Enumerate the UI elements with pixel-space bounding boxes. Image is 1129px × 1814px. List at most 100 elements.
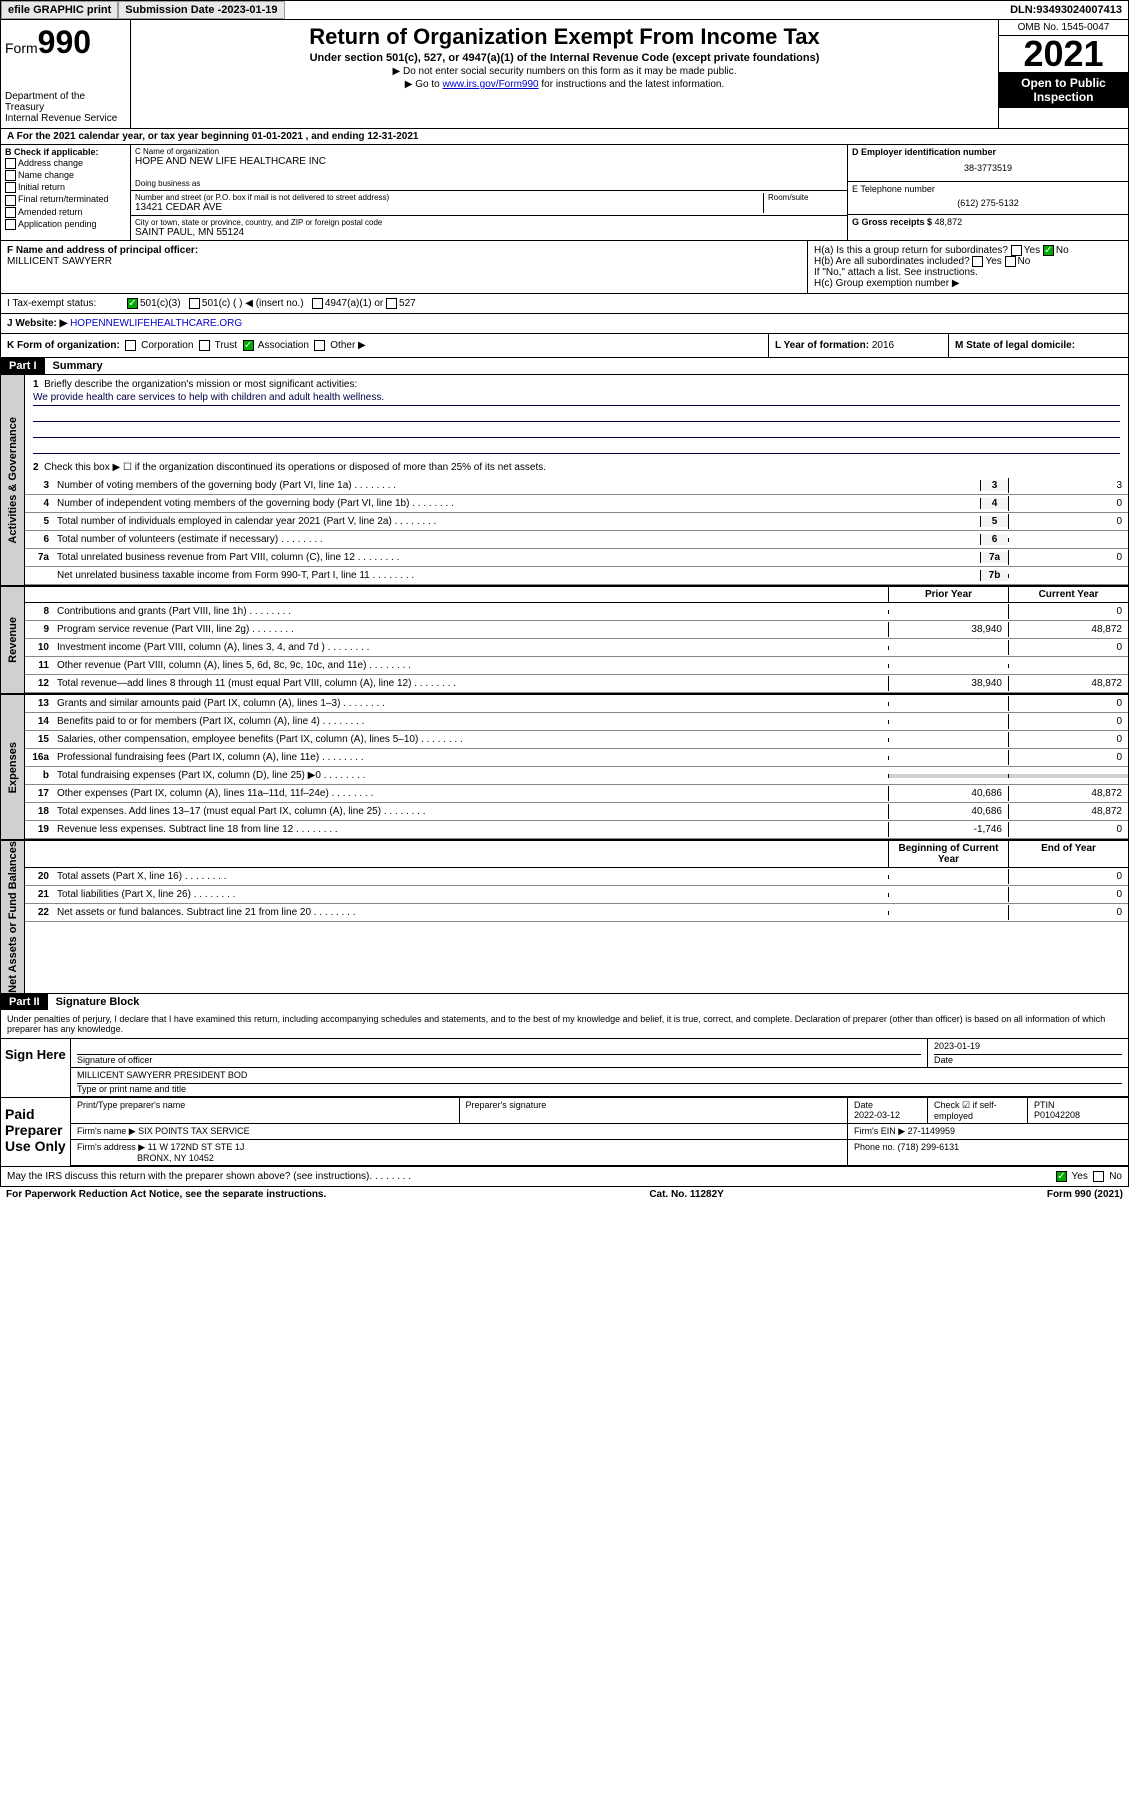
summary-row: 22Net assets or fund balances. Subtract …: [25, 904, 1128, 922]
open-public-badge: Open to Public Inspection: [999, 72, 1128, 108]
ptin: P01042208: [1034, 1110, 1080, 1120]
line1-label: Briefly describe the organization's miss…: [44, 379, 357, 390]
row-i-tax-status: I Tax-exempt status: ✓ 501(c)(3) 501(c) …: [0, 294, 1129, 314]
row-k-l-m: K Form of organization: Corporation Trus…: [0, 334, 1129, 358]
summary-row: 16aProfessional fundraising fees (Part I…: [25, 749, 1128, 767]
firm-addr1: 11 W 172ND ST STE 1J: [148, 1142, 245, 1152]
cb-527[interactable]: [386, 298, 397, 309]
irs-label: Internal Revenue Service: [5, 113, 126, 124]
form-subtitle: Under section 501(c), 527, or 4947(a)(1)…: [135, 52, 994, 64]
box-f-name: MILLICENT SAWYERR: [7, 256, 801, 267]
footer-center: Cat. No. 11282Y: [649, 1189, 723, 1200]
summary-row: 21Total liabilities (Part X, line 26)0: [25, 886, 1128, 904]
vtab-activities: Activities & Governance: [7, 417, 19, 544]
summary-row: 7aTotal unrelated business revenue from …: [25, 549, 1128, 567]
cb-corp[interactable]: [125, 340, 136, 351]
summary-row: Net unrelated business taxable income fr…: [25, 567, 1128, 585]
col-current-year: Current Year: [1008, 587, 1128, 602]
h-a: H(a) Is this a group return for subordin…: [814, 245, 1122, 256]
cb-app-pending[interactable]: Application pending: [5, 219, 126, 230]
cb-name-change[interactable]: Name change: [5, 170, 126, 181]
top-bar: efile GRAPHIC print Submission Date - 20…: [0, 0, 1129, 20]
preparer-date: 2022-03-12: [854, 1110, 900, 1120]
mission-text: We provide health care services to help …: [33, 392, 1120, 406]
efile-button[interactable]: efile GRAPHIC print: [1, 1, 118, 19]
cb-amended[interactable]: Amended return: [5, 207, 126, 218]
city-cell: City or town, state or province, country…: [131, 216, 847, 240]
summary-row: 19Revenue less expenses. Subtract line 1…: [25, 821, 1128, 839]
cb-discuss-yes[interactable]: ✓: [1056, 1171, 1067, 1182]
block-f-h: F Name and address of principal officer:…: [0, 241, 1129, 294]
self-employed-check: Check ☑ if self-employed: [928, 1098, 1028, 1123]
form-header: Form990 Department of the Treasury Inter…: [0, 20, 1129, 129]
h-b2: If "No," attach a list. See instructions…: [814, 267, 1122, 278]
submission-date: Submission Date - 2023-01-19: [118, 1, 284, 19]
signature-block: Under penalties of perjury, I declare th…: [0, 1010, 1129, 1187]
summary-row: 9Program service revenue (Part VIII, lin…: [25, 621, 1128, 639]
summary-row: 17Other expenses (Part IX, column (A), l…: [25, 785, 1128, 803]
cb-other[interactable]: [314, 340, 325, 351]
activities-governance-section: Activities & Governance 1 Briefly descri…: [0, 374, 1129, 586]
h-c: H(c) Group exemption number ▶: [814, 278, 1122, 289]
box-f-label: F Name and address of principal officer:: [7, 245, 801, 256]
firm-ein: 27-1149959: [908, 1126, 955, 1136]
tax-year: 2021: [999, 36, 1128, 72]
vtab-revenue: Revenue: [7, 617, 19, 663]
dept-label: Department of the Treasury: [5, 91, 126, 113]
cb-address-change[interactable]: Address change: [5, 158, 126, 169]
cb-trust[interactable]: [199, 340, 210, 351]
sign-here-label: Sign Here: [1, 1039, 71, 1097]
line2-text: Check this box ▶ ☐ if the organization d…: [44, 462, 546, 473]
summary-row: 13Grants and similar amounts paid (Part …: [25, 695, 1128, 713]
preparer-name-label: Print/Type preparer's name: [71, 1098, 460, 1123]
footer-right: Form 990 (2021): [1047, 1189, 1123, 1200]
sig-officer-label: Signature of officer: [77, 1055, 152, 1065]
instruction-1: ▶ Do not enter social security numbers o…: [135, 66, 994, 77]
col-eoy: End of Year: [1008, 841, 1128, 867]
irs-link[interactable]: www.irs.gov/Form990: [442, 79, 538, 90]
expenses-section: Expenses 13Grants and similar amounts pa…: [0, 694, 1129, 840]
box-g-gross: G Gross receipts $ 48,872: [848, 215, 1128, 229]
summary-row: bTotal fundraising expenses (Part IX, co…: [25, 767, 1128, 785]
cb-final-return[interactable]: Final return/terminated: [5, 194, 126, 205]
row-j-website: J Website: ▶ HOPENNEWLIFEHEALTHCARE.ORG: [0, 314, 1129, 334]
footer: For Paperwork Reduction Act Notice, see …: [0, 1187, 1129, 1202]
website-link[interactable]: HOPENNEWLIFEHEALTHCARE.ORG: [70, 318, 242, 329]
form-title: Return of Organization Exempt From Incom…: [135, 24, 994, 50]
box-b: B Check if applicable: Address change Na…: [1, 145, 131, 240]
summary-row: 8Contributions and grants (Part VIII, li…: [25, 603, 1128, 621]
firm-addr2: BRONX, NY 10452: [137, 1153, 214, 1163]
summary-row: 11Other revenue (Part VIII, column (A), …: [25, 657, 1128, 675]
preparer-sig-label: Preparer's signature: [460, 1098, 849, 1123]
summary-row: 12Total revenue—add lines 8 through 11 (…: [25, 675, 1128, 693]
h-b: H(b) Are all subordinates included? Yes …: [814, 256, 1122, 267]
box-d-ein: D Employer identification number 38-3773…: [848, 145, 1128, 182]
vtab-netassets: Net Assets or Fund Balances: [7, 841, 19, 993]
cb-4947[interactable]: [312, 298, 323, 309]
footer-left: For Paperwork Reduction Act Notice, see …: [6, 1189, 326, 1200]
cb-initial-return[interactable]: Initial return: [5, 182, 126, 193]
summary-row: 5Total number of individuals employed in…: [25, 513, 1128, 531]
part-i-header: Part ISummary: [0, 358, 1129, 374]
revenue-section: Revenue Prior YearCurrent Year 8Contribu…: [0, 586, 1129, 694]
instruction-2: ▶ Go to www.irs.gov/Form990 for instruct…: [135, 79, 994, 90]
summary-row: 3Number of voting members of the governi…: [25, 477, 1128, 495]
net-assets-section: Net Assets or Fund Balances Beginning of…: [0, 840, 1129, 993]
cb-501c3[interactable]: ✓: [127, 298, 138, 309]
row-a-taxyear: A For the 2021 calendar year, or tax yea…: [0, 129, 1129, 145]
street-cell: Number and street (or P.O. box if mail i…: [131, 191, 847, 216]
sig-date: 2023-01-19: [934, 1041, 1122, 1055]
org-name-cell: C Name of organization HOPE AND NEW LIFE…: [131, 145, 847, 191]
perjury-statement: Under penalties of perjury, I declare th…: [1, 1010, 1128, 1038]
summary-row: 4Number of independent voting members of…: [25, 495, 1128, 513]
firm-phone: (718) 299-6131: [898, 1142, 960, 1152]
cb-501c[interactable]: [189, 298, 200, 309]
cb-assoc[interactable]: ✓: [243, 340, 254, 351]
cb-discuss-no[interactable]: [1093, 1171, 1104, 1182]
summary-row: 6Total number of volunteers (estimate if…: [25, 531, 1128, 549]
col-boy: Beginning of Current Year: [888, 841, 1008, 867]
summary-row: 18Total expenses. Add lines 13–17 (must …: [25, 803, 1128, 821]
paid-preparer-label: Paid Preparer Use Only: [1, 1098, 71, 1166]
may-irs-discuss: May the IRS discuss this return with the…: [7, 1171, 369, 1182]
dln: DLN: 93493024007413: [1004, 1, 1128, 19]
